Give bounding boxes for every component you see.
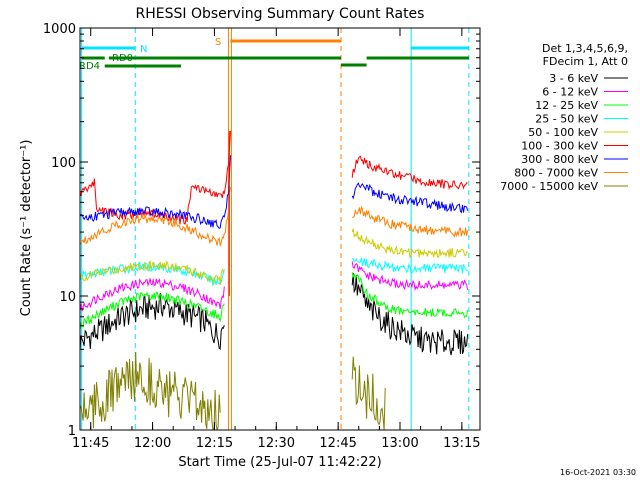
series-line-50-100- — [351, 228, 468, 259]
series-line-25-50- — [352, 257, 468, 274]
series-line-6-12- — [351, 261, 469, 292]
series-line-300-800- — [351, 182, 469, 214]
series-line-3-6- — [79, 293, 225, 351]
series-line-800-7000- — [79, 186, 231, 248]
x-tick-label: 12:00 — [134, 436, 171, 451]
x-tick-label: 12:30 — [258, 436, 295, 451]
x-tick-label: 13:15 — [443, 436, 480, 451]
series-line-100-300- — [79, 130, 231, 225]
footer-date: 16-Oct-2021 03:30 — [560, 468, 636, 477]
y-tick-label: 100 — [51, 156, 76, 171]
series-line-6-12- — [79, 277, 225, 312]
legend-label: 300 - 800 keV — [521, 153, 598, 166]
flag-label-rd0: RD0 — [112, 53, 133, 64]
y-tick-label: 1000 — [43, 22, 76, 37]
legend-label: 100 - 300 keV — [521, 140, 598, 153]
flag-label-saa: S — [215, 37, 221, 48]
x-tick-label: 12:15 — [196, 436, 233, 451]
legend-label: 800 - 7000 keV — [514, 167, 598, 180]
legend-label: 7000 - 15000 keV — [500, 180, 598, 193]
x-axis-label: Start Time (25-Jul-07 11:42:22) — [178, 455, 381, 470]
plot-frame — [79, 27, 481, 431]
legend-header-line-1: Det 1,3,4,5,6,9, — [542, 42, 628, 55]
chart-title: RHESSI Observing Summary Count Rates — [136, 6, 425, 22]
legend-label: 3 - 6 keV — [549, 72, 598, 85]
series-line-7000-15000- — [351, 356, 386, 431]
legend-label: 50 - 100 keV — [528, 126, 598, 139]
series-line-300-800- — [79, 155, 231, 229]
y-tick-label: 1 — [68, 424, 76, 439]
series-line-12-25- — [79, 291, 225, 331]
flag-label-night: N — [140, 44, 147, 55]
series-line-7000-15000- — [79, 351, 221, 431]
x-tick-label: 12:45 — [319, 436, 356, 451]
legend-label: 12 - 25 keV — [535, 99, 598, 112]
legend-label: 25 - 50 keV — [535, 113, 598, 126]
legend-label: 6 - 12 keV — [542, 86, 598, 99]
series-line-100-300- — [351, 155, 468, 191]
series-line-3-6- — [351, 273, 469, 356]
x-tick-label: 11:45 — [72, 436, 109, 451]
y-axis-label: Count Rate (s⁻¹ detector⁻¹) — [19, 140, 34, 317]
series-line-800-7000- — [352, 205, 469, 238]
series-line-12-25- — [351, 272, 469, 318]
series-line-50-100- — [79, 259, 225, 286]
flag-label-rd4: RD4 — [79, 61, 100, 72]
x-tick-label: 13:00 — [381, 436, 418, 451]
legend-header-line-2: FDecim 1, Att 0 — [543, 55, 628, 68]
y-tick-label: 10 — [59, 290, 76, 305]
plot-area: N RD0 RD4 S 11:45 12:00 12:15 12:30 12:45 13:00 13… — [43, 22, 481, 451]
